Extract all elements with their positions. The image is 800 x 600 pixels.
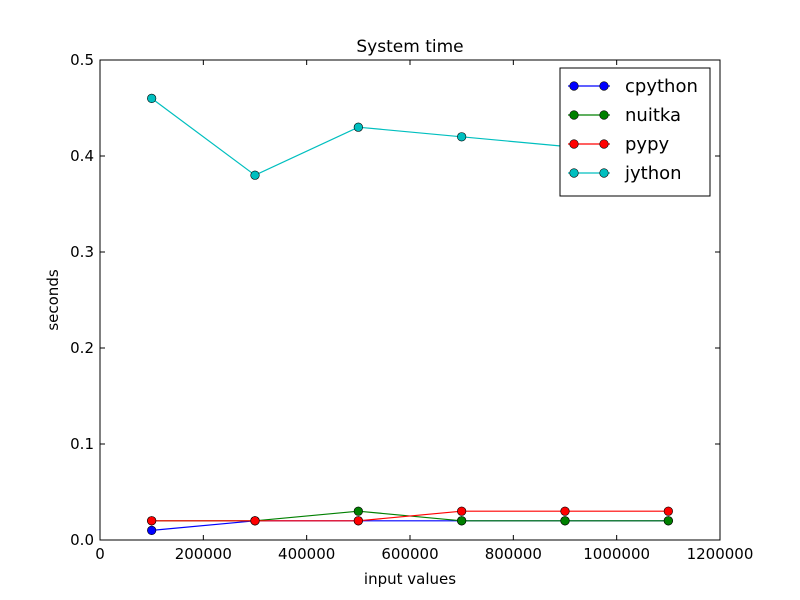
legend-label-jython: jython bbox=[624, 163, 682, 184]
legend-marker-jython bbox=[599, 168, 609, 178]
x-tick-label: 0 bbox=[95, 545, 105, 563]
series-line-cpython bbox=[151, 520, 669, 531]
x-axis-label: input values bbox=[364, 570, 456, 588]
legend-frame bbox=[559, 67, 711, 197]
data-point-pypy bbox=[663, 506, 673, 516]
legend-marker-pypy bbox=[569, 139, 579, 149]
legend-marker-cpython bbox=[599, 81, 609, 91]
legend-marker-cpython bbox=[569, 81, 579, 91]
x-tick-label: 800000 bbox=[485, 545, 542, 563]
data-point-jython bbox=[250, 170, 260, 180]
data-point-pypy bbox=[457, 506, 467, 516]
data-point-cpython bbox=[147, 525, 157, 536]
data-point-nuitka bbox=[353, 506, 363, 516]
legend-label-nuitka: nuitka bbox=[625, 105, 681, 126]
series-line-pypy bbox=[151, 510, 669, 522]
data-point-nuitka bbox=[457, 516, 467, 526]
legend: cpython nuitka pypy jython bbox=[559, 67, 711, 197]
data-point-jython bbox=[353, 122, 363, 132]
plot-frame bbox=[99, 59, 721, 541]
y-tick-label: 0.4 bbox=[70, 147, 94, 165]
chart-title: System time bbox=[356, 37, 463, 57]
x-tick-label: 1200000 bbox=[687, 545, 754, 563]
legend-marker-nuitka bbox=[599, 110, 609, 120]
x-tick-label: 600000 bbox=[381, 545, 438, 563]
x-tick-label: 1000000 bbox=[583, 545, 650, 563]
y-tick-label: 0.1 bbox=[70, 435, 94, 453]
legend-marker-pypy bbox=[599, 139, 609, 149]
data-point-pypy bbox=[147, 516, 157, 526]
legend-label-pypy: pypy bbox=[625, 134, 670, 155]
data-point-nuitka bbox=[560, 516, 570, 526]
x-tick-label: 400000 bbox=[278, 545, 335, 563]
legend-label-cpython: cpython bbox=[625, 76, 698, 97]
y-axis-label: seconds bbox=[44, 269, 62, 330]
y-tick-label: 0.3 bbox=[70, 243, 94, 261]
data-point-pypy bbox=[353, 516, 363, 526]
data-point-pypy bbox=[250, 516, 260, 526]
data-point-nuitka bbox=[663, 516, 673, 526]
legend-marker-jython bbox=[569, 168, 579, 178]
y-tick-label: 0.0 bbox=[70, 531, 94, 549]
legend-marker-nuitka bbox=[569, 110, 579, 120]
y-tick-label: 0.5 bbox=[70, 51, 94, 69]
data-point-jython bbox=[457, 132, 467, 142]
y-tick-label: 0.2 bbox=[70, 339, 94, 357]
data-point-jython bbox=[147, 93, 157, 103]
data-point-pypy bbox=[560, 506, 570, 516]
x-tick-label: 200000 bbox=[175, 545, 232, 563]
